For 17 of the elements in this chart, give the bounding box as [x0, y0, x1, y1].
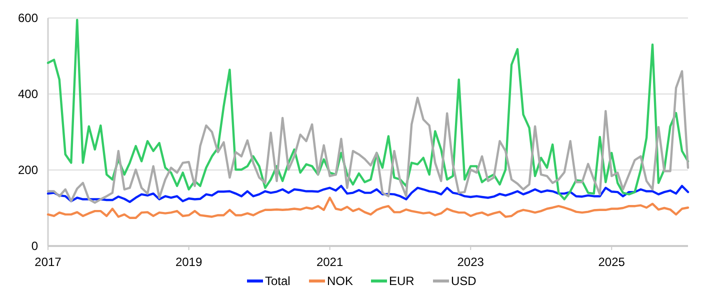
- x-tick-label: 2017: [34, 255, 62, 269]
- x-tick-label: 2025: [598, 255, 626, 269]
- line-series: [46, 184, 690, 204]
- y-tick-label: 0: [31, 239, 38, 254]
- x-tick-label: 2023: [457, 255, 484, 269]
- y-tick-label: 200: [18, 163, 38, 178]
- legend-label: Total: [265, 274, 290, 288]
- line-series: [46, 196, 690, 219]
- x-tick-label: 2021: [316, 255, 344, 269]
- legend-label: EUR: [389, 274, 415, 288]
- y-tick-label: 600: [18, 11, 38, 26]
- line-series: [46, 70, 690, 204]
- y-tick-label: 400: [18, 87, 38, 102]
- line-series: [46, 18, 690, 200]
- legend-label: NOK: [327, 274, 354, 288]
- legend-label: USD: [451, 274, 477, 288]
- x-tick-label: 2019: [175, 255, 202, 269]
